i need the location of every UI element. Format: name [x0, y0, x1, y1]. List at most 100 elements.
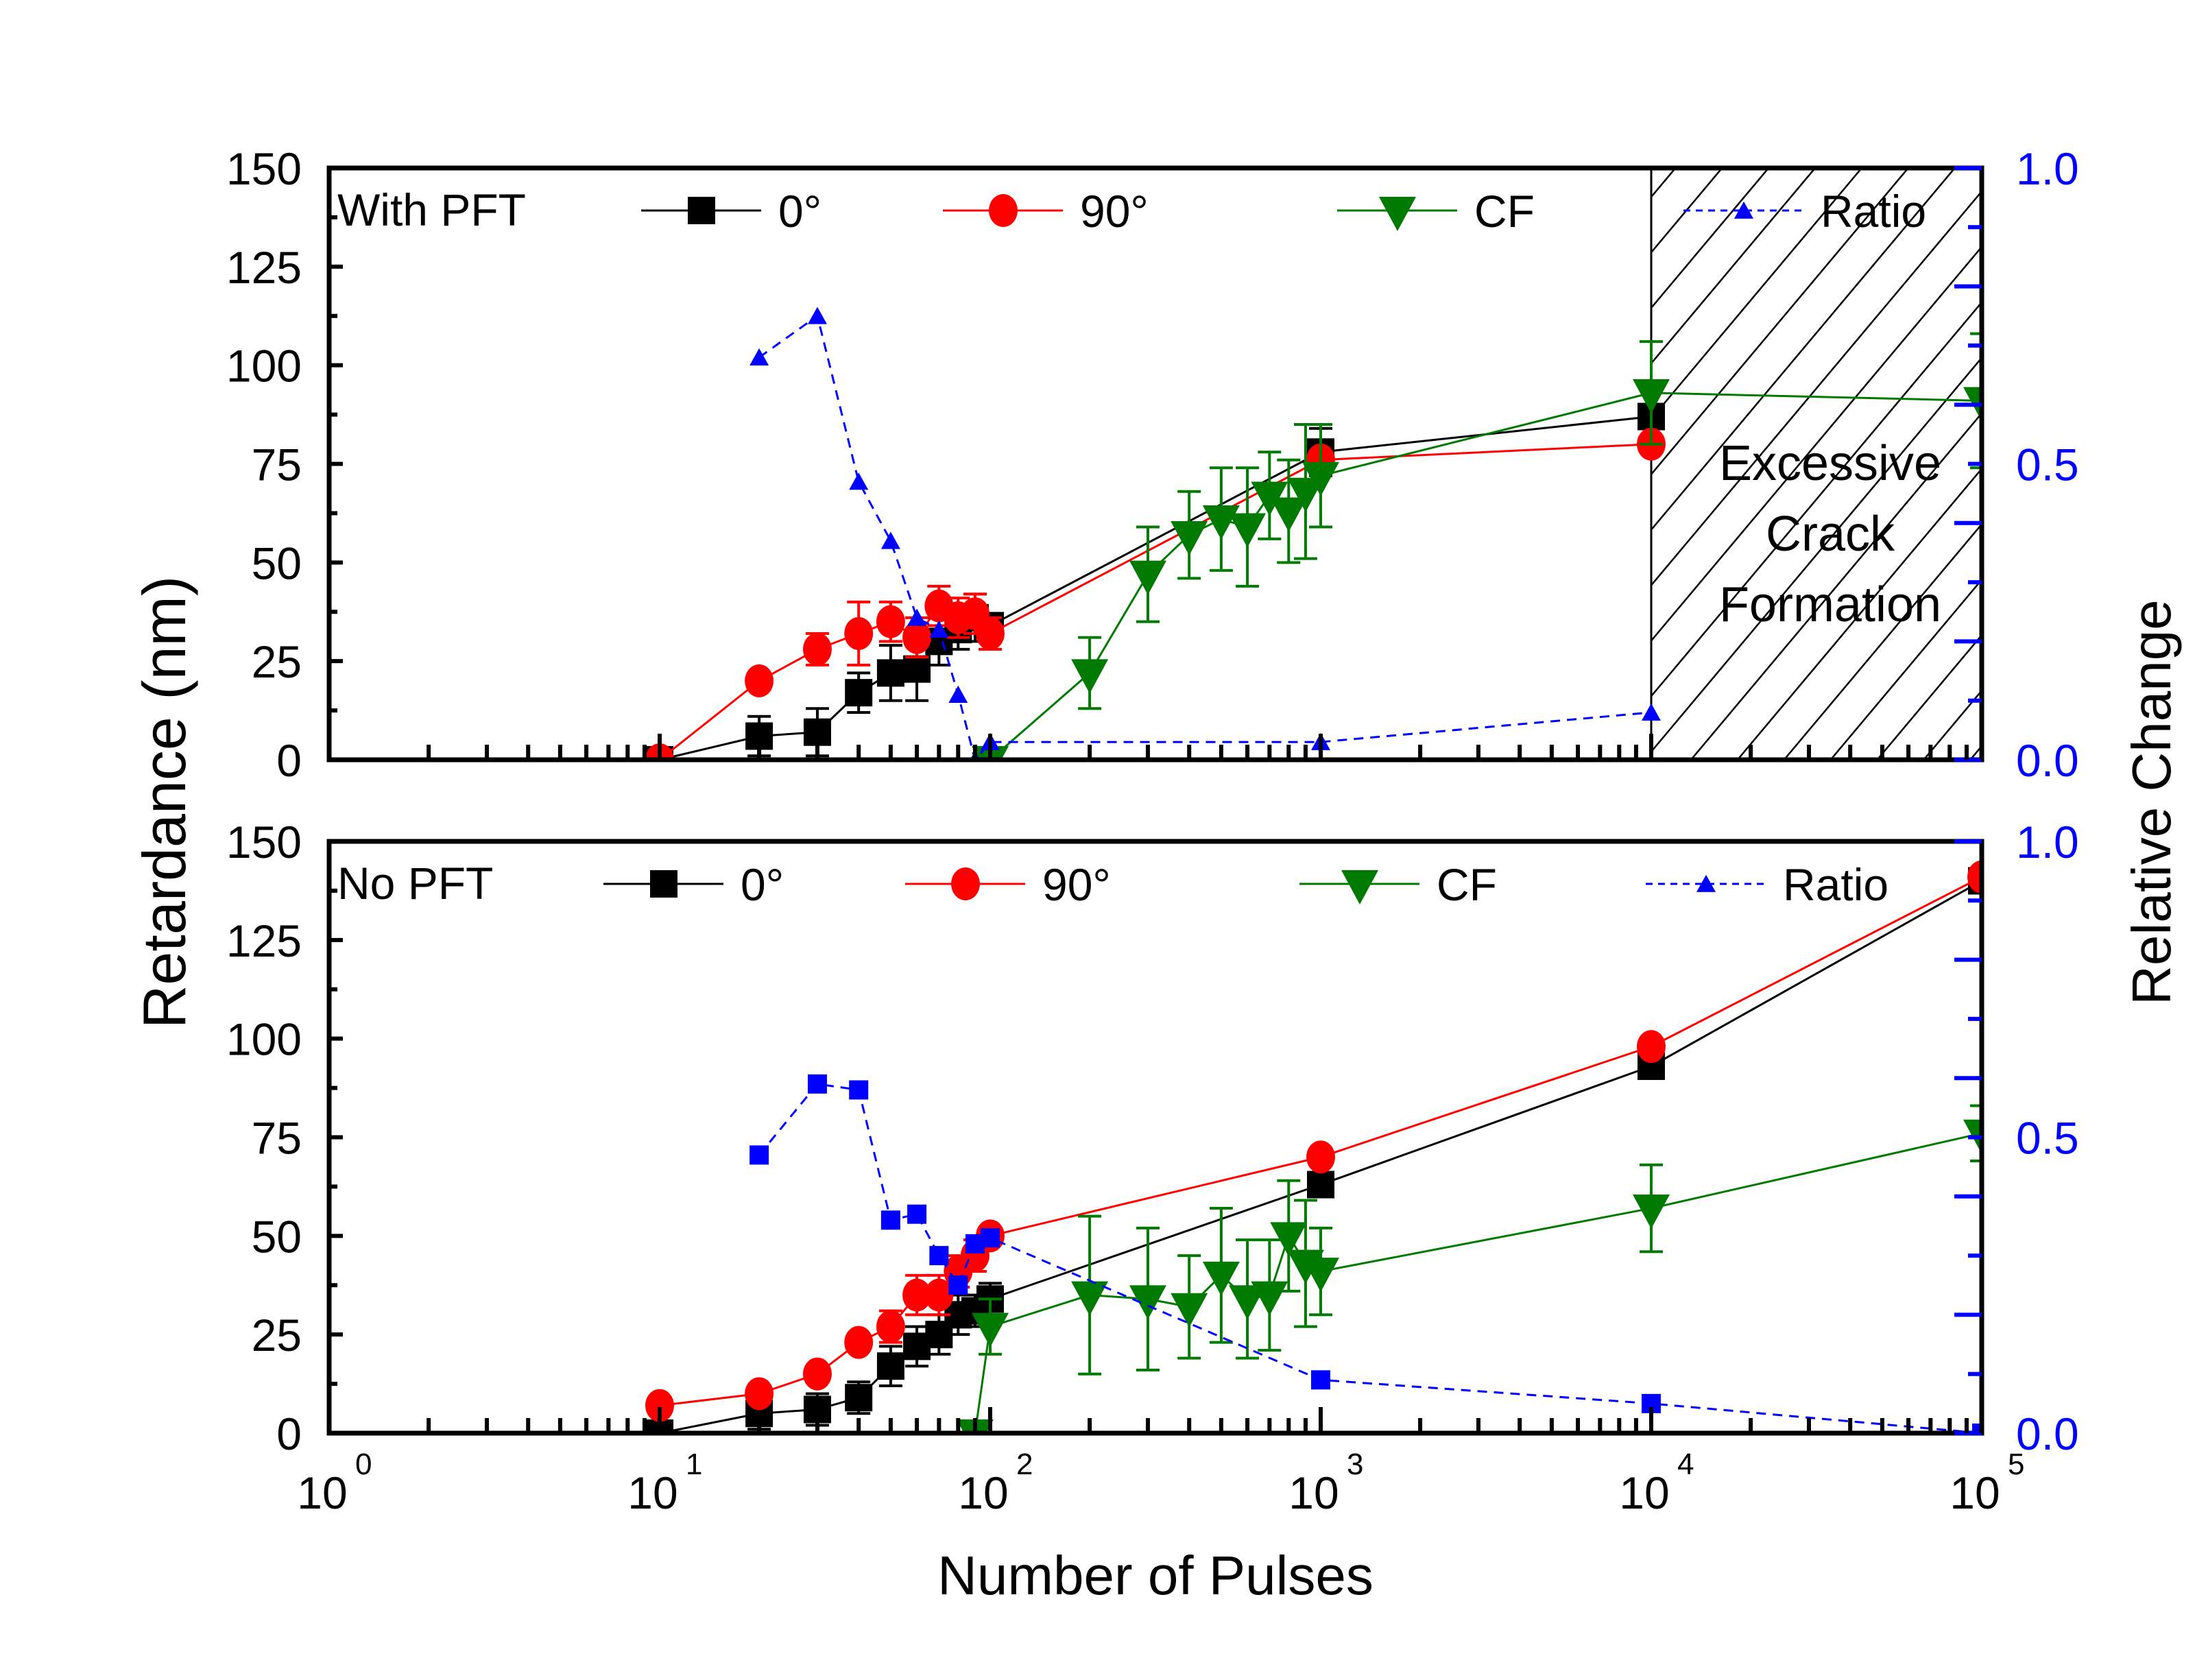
no-pft-series-cf [956, 1104, 1982, 1435]
legend-marker-ratio [1734, 201, 1753, 219]
ratio-point [849, 1080, 869, 1100]
cf-point [1071, 659, 1109, 694]
y-right-tick-label: 1.0 [2016, 143, 2079, 194]
cf-line [974, 1132, 1982, 1434]
legend-label-deg90: 90° [1080, 186, 1149, 237]
x-tick-label: 10 [627, 1467, 677, 1518]
deg0-point [903, 655, 931, 683]
with-pft-series-deg90 [645, 427, 1666, 761]
no-pft-frame [326, 839, 1984, 1436]
x-tick-label: 10 [297, 1467, 347, 1518]
x-tick-label: 10 [1619, 1467, 1669, 1518]
deg0-point [845, 1384, 873, 1412]
legend-label-deg0: 0° [741, 859, 784, 910]
y-left-tick-label: 50 [252, 1211, 302, 1262]
cf-point [1633, 1195, 1670, 1229]
cf-point [1129, 1285, 1166, 1320]
legend-marker-deg90 [951, 867, 980, 900]
with-pft-series-deg0 [646, 403, 1665, 761]
no-pft-series-deg90 [645, 860, 1982, 1422]
deg0-point [845, 679, 873, 707]
y-left-tick-label: 125 [226, 242, 302, 293]
legend-label-cf: CF [1474, 186, 1535, 237]
with-pft-panel-label: With PFT [337, 184, 526, 235]
ratio-point [948, 685, 968, 703]
x-tick-label: 10 [1950, 1467, 2000, 1518]
deg90-point [645, 1389, 674, 1422]
legend-label-cf: CF [1437, 859, 1497, 910]
y-right-tick-label: 0.0 [2016, 1408, 2079, 1459]
y-left-tick-label: 100 [226, 341, 302, 392]
ratio-point [880, 531, 900, 549]
cf-point [1171, 1293, 1208, 1328]
deg90-point [876, 1310, 905, 1343]
deg0-point [876, 659, 904, 687]
ratio-point [907, 608, 927, 626]
x-axis-title: Number of Pulses [937, 1545, 1374, 1606]
ratio-point [907, 1204, 927, 1224]
cf-point [1171, 521, 1208, 556]
legend-marker-deg90 [989, 194, 1018, 227]
y-right-axis-title: Relative Change [2121, 599, 2182, 1005]
ratio-point [948, 1275, 968, 1295]
ratio-point [880, 1210, 900, 1230]
y-right-tick-label: 1.0 [2016, 817, 2079, 867]
x-tick-exponent: 5 [2008, 1448, 2024, 1481]
deg90-point [1967, 860, 1982, 893]
ratio-point [849, 472, 869, 490]
legend-marker-ratio [1696, 874, 1716, 892]
ratio-point [1642, 703, 1661, 721]
deg90-point [924, 1278, 954, 1312]
cf-point [1302, 461, 1339, 496]
legend-marker-cf [1379, 197, 1416, 231]
ratio-point [1311, 1370, 1330, 1390]
x-tick-label: 10 [1288, 1467, 1339, 1518]
ratio-point [929, 620, 949, 638]
cf-point [1071, 1281, 1109, 1316]
ratio-point [929, 1246, 949, 1266]
ratio-point [807, 1074, 827, 1094]
ratio-point [981, 1228, 1000, 1248]
crack-region-label: Excessive [1719, 436, 1941, 491]
y-left-tick-label: 150 [226, 143, 302, 194]
with-pft-series-ratio [749, 307, 1661, 761]
x-tick-exponent: 4 [1677, 1448, 1694, 1481]
deg90-point [876, 605, 905, 638]
deg90-point [1637, 1030, 1666, 1064]
cf-point [1251, 481, 1288, 516]
no-pft-panel-label: No PFT [337, 858, 493, 909]
y-left-tick-label: 75 [252, 1113, 302, 1164]
y-left-tick-label: 50 [252, 538, 302, 588]
y-left-axis-title: Retardance (nm) [130, 576, 198, 1029]
deg90-point [902, 1278, 932, 1312]
cf-point [1286, 477, 1324, 512]
deg90-point [802, 1357, 832, 1391]
y-left-tick-label: 100 [226, 1014, 302, 1065]
x-tick-exponent: 0 [355, 1448, 372, 1481]
no-pft-series-ratio [749, 1074, 1982, 1435]
y-left-tick-label: 150 [226, 817, 302, 867]
deg90-line [659, 443, 1652, 761]
deg0-point [1307, 1171, 1334, 1199]
y-left-tick-label: 25 [252, 1310, 302, 1360]
deg90-point [745, 664, 774, 697]
y-left-tick-label: 75 [252, 440, 302, 490]
y-right-tick-label: 0.0 [2016, 735, 2079, 786]
ratio-point [749, 348, 769, 366]
deg90-point [976, 616, 1005, 650]
deg0-point [876, 1352, 904, 1380]
ratio-point [807, 307, 827, 324]
x-tick-exponent: 2 [1016, 1448, 1033, 1481]
y-right-tick-label: 0.5 [2016, 440, 2079, 490]
y-left-tick-label: 25 [252, 636, 302, 687]
legend-marker-cf [1341, 870, 1378, 904]
cf-line [989, 392, 1982, 761]
cf-point [1129, 560, 1166, 595]
cf-point [1229, 513, 1267, 548]
deg90-point [902, 621, 932, 654]
cf-point [1270, 497, 1308, 532]
deg90-point [844, 616, 874, 650]
legend-marker-deg0 [688, 197, 715, 224]
legend-label-ratio: Ratio [1783, 859, 1888, 910]
legend-marker-deg0 [650, 870, 677, 898]
